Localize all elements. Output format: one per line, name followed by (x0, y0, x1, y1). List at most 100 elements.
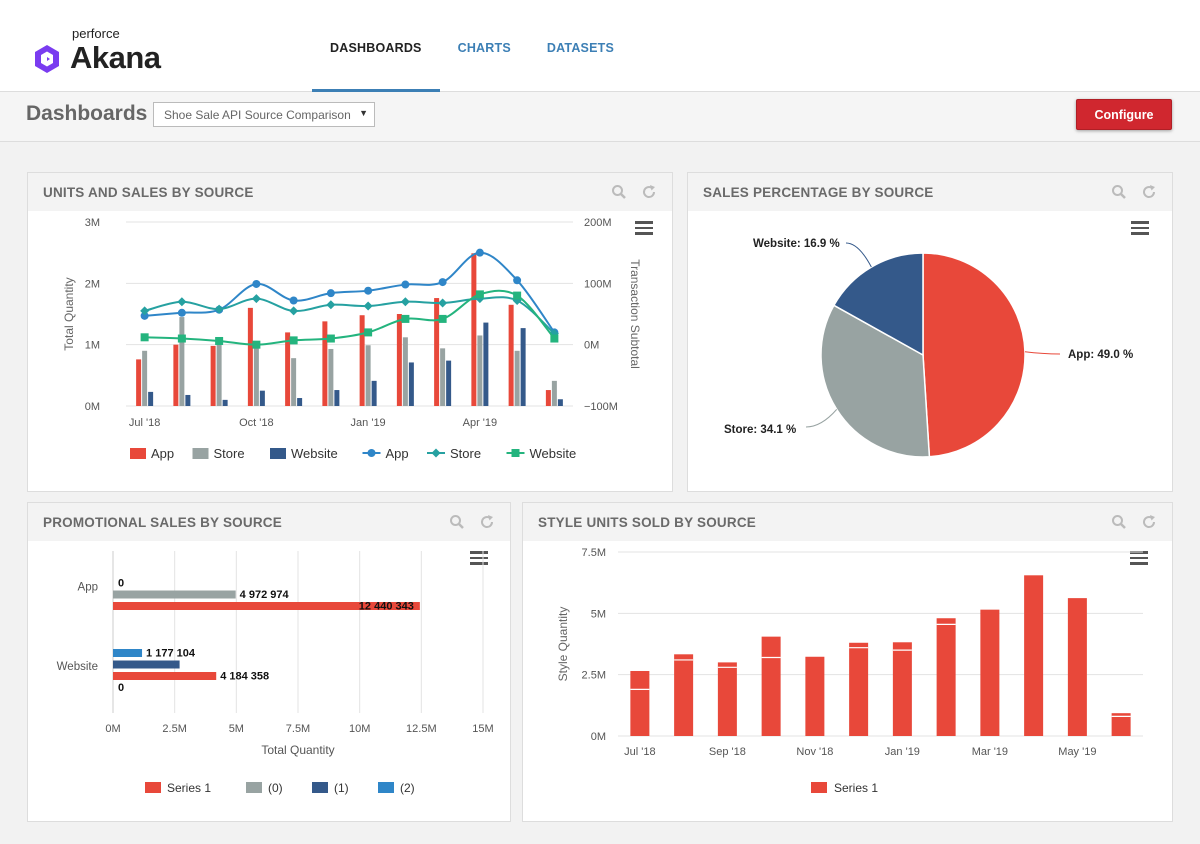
zoom-icon[interactable] (610, 183, 628, 201)
line-point (177, 334, 186, 343)
y-tick-label: 5M (591, 608, 606, 620)
pie-connector (845, 242, 872, 268)
bar-series-1 (674, 654, 694, 736)
bar-store (291, 358, 297, 406)
refresh-icon[interactable] (640, 183, 658, 201)
bar-website (334, 390, 340, 406)
line-point (177, 308, 186, 317)
bar-app (434, 298, 440, 406)
akana-logo-icon (35, 45, 59, 73)
y-category-label: Website (57, 661, 98, 673)
line-point (400, 297, 410, 307)
bar-series-1 (849, 642, 869, 736)
legend-swatch (270, 448, 286, 459)
panel-sales-percentage: SALES PERCENTAGE BY SOURCE App: 49.0 % St… (687, 172, 1173, 492)
line-point (289, 296, 298, 305)
x-tick-label: 2.5M (162, 723, 186, 735)
x-tick-label: Jul '18 (129, 417, 160, 429)
legend-swatch (811, 782, 827, 793)
dashboard-select[interactable]: Shoe Sale API Source Comparison ▼ (153, 102, 375, 127)
promotional-sales-chart: 0M 2.5M 5M 7.5M 10M 12.5M 15M Total Quantity App… (57, 551, 494, 795)
bar-series-1 (892, 642, 912, 736)
line-point (289, 306, 299, 316)
line-point (215, 336, 224, 345)
bar-store (328, 348, 334, 406)
line-point (140, 306, 150, 316)
caret-down-icon: ▼ (359, 108, 368, 118)
line-app (144, 251, 556, 333)
line-point (512, 296, 522, 306)
line-point (475, 248, 484, 257)
line-point (513, 291, 522, 300)
bar-series1 (113, 672, 217, 680)
tab-charts[interactable]: CHARTS (457, 41, 511, 55)
bar-data-label: 0 (118, 578, 124, 590)
bar-series-1 (1111, 713, 1131, 736)
bar-store (402, 337, 408, 406)
bar-app (322, 321, 328, 406)
x-tick-label: 12.5M (406, 723, 437, 735)
line-store (144, 296, 556, 335)
bar-series-1 (936, 618, 956, 736)
tab-dashboards[interactable]: DASHBOARDS (312, 0, 440, 92)
bar-store (365, 345, 371, 406)
x-tick-label: 5M (229, 723, 244, 735)
chart-menu-icon[interactable] (1131, 221, 1149, 235)
bar-store (440, 348, 446, 406)
legend-label: Store (214, 446, 245, 461)
configure-button[interactable]: Configure (1076, 99, 1172, 130)
bar-2 (113, 649, 143, 657)
zoom-icon[interactable] (1110, 513, 1128, 531)
bar-store (477, 335, 483, 406)
line-point (475, 290, 484, 299)
legend-label: (0) (268, 781, 283, 795)
refresh-icon[interactable] (1140, 513, 1158, 531)
y2-tick-label: 100M (584, 278, 612, 290)
pie-slice-app (922, 252, 1026, 458)
legend-swatch (378, 782, 394, 793)
y-tick-label: 7.5M (582, 547, 606, 559)
brand-company: perforce (72, 26, 120, 41)
bar-website (222, 399, 228, 406)
chart-menu-icon[interactable] (470, 551, 488, 565)
bar-data-label: 12 440 343 (359, 601, 414, 613)
pie-data-label: App: 49.0 % (1068, 349, 1133, 361)
legend-label: Series 1 (167, 781, 211, 795)
x-tick-label: 15M (472, 723, 493, 735)
tab-datasets[interactable]: DATASETS (546, 41, 614, 55)
line-point (252, 279, 261, 288)
y-tick-label: 1M (85, 340, 100, 352)
akana-logo[interactable]: perforce Akana (30, 26, 170, 78)
line-point (326, 300, 336, 310)
legend-label: (2) (400, 781, 415, 795)
bar-data-label: 4 184 358 (220, 671, 269, 683)
legend-label: Series 1 (834, 781, 878, 795)
top-bar: perforce Akana DASHBOARDS CHARTS DATASET… (0, 0, 1200, 92)
bar-website (520, 328, 526, 406)
zoom-icon[interactable] (1110, 183, 1128, 201)
bar-app (508, 304, 514, 406)
bar-series-1 (1024, 575, 1044, 736)
line-point (438, 298, 448, 308)
bar-website (148, 391, 154, 406)
x-axis-label: Total Quantity (261, 743, 334, 757)
refresh-icon[interactable] (478, 513, 496, 531)
y2-tick-label: 0M (584, 340, 599, 352)
line-point (364, 286, 373, 295)
bar-series-1 (980, 609, 1000, 736)
bar-app (247, 307, 253, 406)
x-tick-label: Mar '19 (972, 746, 1008, 758)
x-tick-label: Oct '18 (239, 417, 274, 429)
bar-app (359, 315, 365, 406)
refresh-icon[interactable] (1140, 183, 1158, 201)
bar-series1 (113, 602, 420, 610)
y-tick-label: 2M (85, 278, 100, 290)
bar-data-label: 4 972 974 (240, 589, 290, 601)
panel-units-sales: UNITS AND SALES BY SOURCE 0M 1M 2M 3M −100M 0… (27, 172, 673, 492)
chart-menu-icon[interactable] (635, 221, 653, 235)
line-point (140, 311, 149, 320)
bar-app (173, 344, 179, 406)
line-point (251, 294, 261, 304)
x-tick-label: 10M (349, 723, 370, 735)
zoom-icon[interactable] (448, 513, 466, 531)
